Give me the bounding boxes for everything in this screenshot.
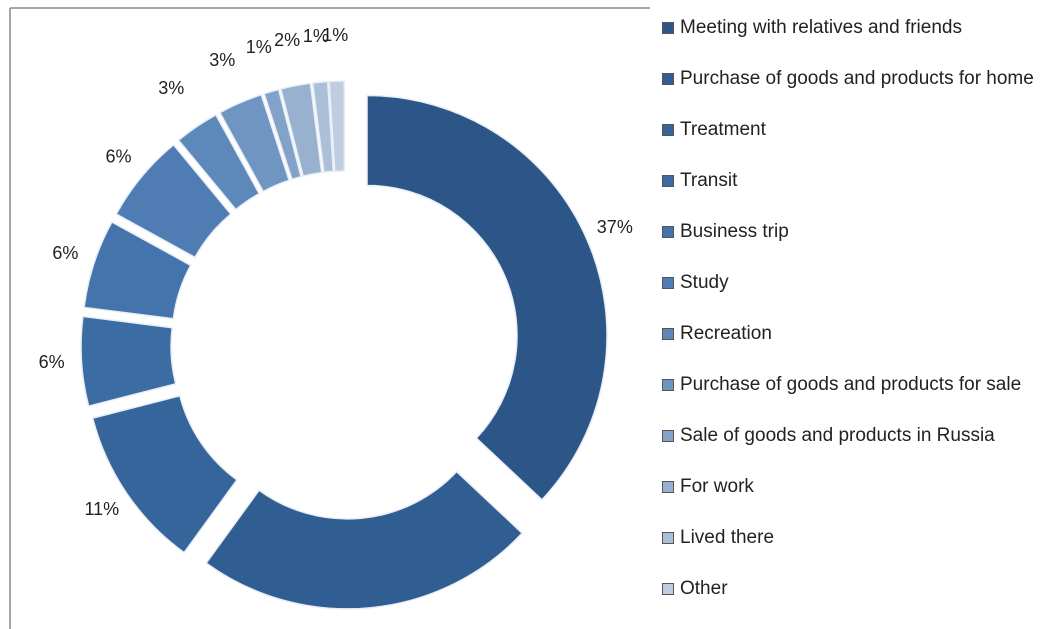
legend-swatch <box>662 124 674 136</box>
legend-entry: Purchase of goods and products for home <box>662 69 1046 89</box>
data-label: 3% <box>158 78 184 98</box>
legend-swatch <box>662 226 674 238</box>
data-label: 2% <box>274 30 300 50</box>
legend-entry: Other <box>662 579 1046 599</box>
data-label: 11% <box>84 499 119 519</box>
legend-label: Study <box>680 272 729 293</box>
data-label: 6% <box>39 352 65 372</box>
donut-segment <box>80 315 177 408</box>
donut-segment <box>115 143 232 259</box>
legend-swatch <box>662 73 674 85</box>
legend-entry: Meeting with relatives and friends <box>662 18 1046 38</box>
donut-segment <box>218 93 291 193</box>
donut-segment <box>366 94 608 501</box>
donut-segment <box>177 113 261 211</box>
legend-label: Other <box>680 578 728 599</box>
legend-label: For work <box>680 476 754 497</box>
legend-label: Lived there <box>680 527 775 548</box>
legend-label: Purchase of goods and products for sale <box>680 374 1022 395</box>
chart: 37%23%11%6%6%6%3%3%1%2%1%1% <box>9 7 650 629</box>
legend-label: Purchase of goods and products for home <box>680 68 1034 89</box>
legend-label: Business trip <box>680 221 789 242</box>
legend-label: Transit <box>680 170 738 191</box>
data-label: 1% <box>303 26 329 46</box>
legend-swatch <box>662 532 674 544</box>
legend-swatch <box>662 22 674 34</box>
legend-entry: Sale of goods and products in Russia <box>662 426 1046 446</box>
legend-entry: Study <box>662 273 1046 293</box>
data-label: 1% <box>246 37 272 57</box>
donut-segment <box>83 220 192 320</box>
legend-entry: Lived there <box>662 528 1046 548</box>
legend-swatch <box>662 583 674 595</box>
legend-swatch <box>662 379 674 391</box>
legend-entry: Treatment <box>662 120 1046 140</box>
legend-entry: Recreation <box>662 324 1046 344</box>
legend-label: Sale of goods and products in Russia <box>680 425 995 446</box>
legend-swatch <box>662 430 674 442</box>
legend-label: Meeting with relatives and friends <box>680 17 962 38</box>
data-label: 1% <box>322 25 348 45</box>
donut-segment <box>328 80 345 173</box>
donut-segment <box>311 80 335 174</box>
donut-segment <box>279 82 323 178</box>
legend-swatch <box>662 328 674 340</box>
data-label: 23% <box>355 626 391 629</box>
data-label: 3% <box>209 50 235 70</box>
legend-swatch <box>662 277 674 289</box>
legend-swatch <box>662 175 674 187</box>
donut-segment <box>205 470 524 610</box>
legend-entry: For work <box>662 477 1046 497</box>
legend-entry: Business trip <box>662 222 1046 242</box>
legend-label: Treatment <box>680 119 766 140</box>
legend-entry: Purchase of goods and products for sale <box>662 375 1046 395</box>
data-label: 6% <box>105 146 131 166</box>
legend-swatch <box>662 481 674 493</box>
legend-entry: Transit <box>662 171 1046 191</box>
data-label: 6% <box>52 243 78 263</box>
donut-segment <box>91 394 239 554</box>
donut-segment <box>263 88 302 181</box>
data-label: 37% <box>597 217 633 237</box>
legend-label: Recreation <box>680 323 772 344</box>
